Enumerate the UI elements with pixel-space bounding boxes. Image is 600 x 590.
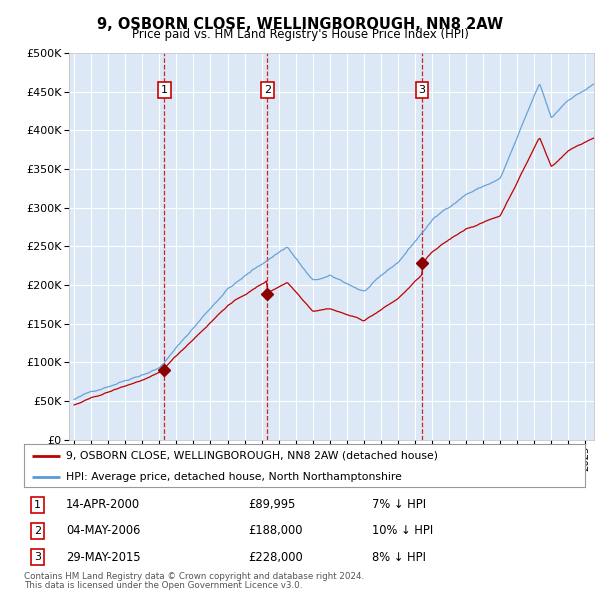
Text: Contains HM Land Registry data © Crown copyright and database right 2024.: Contains HM Land Registry data © Crown c…	[24, 572, 364, 581]
Text: £188,000: £188,000	[248, 524, 303, 537]
Text: 1: 1	[34, 500, 41, 510]
Text: 2: 2	[264, 85, 271, 95]
Text: £89,995: £89,995	[248, 499, 296, 512]
Text: 7% ↓ HPI: 7% ↓ HPI	[372, 499, 426, 512]
Text: 9, OSBORN CLOSE, WELLINGBOROUGH, NN8 2AW (detached house): 9, OSBORN CLOSE, WELLINGBOROUGH, NN8 2AW…	[66, 451, 438, 461]
Text: £228,000: £228,000	[248, 551, 303, 564]
Text: 8% ↓ HPI: 8% ↓ HPI	[372, 551, 426, 564]
Text: 14-APR-2000: 14-APR-2000	[66, 499, 140, 512]
Text: HPI: Average price, detached house, North Northamptonshire: HPI: Average price, detached house, Nort…	[66, 473, 402, 483]
Text: 2: 2	[34, 526, 41, 536]
Text: 9, OSBORN CLOSE, WELLINGBOROUGH, NN8 2AW: 9, OSBORN CLOSE, WELLINGBOROUGH, NN8 2AW	[97, 17, 503, 31]
Text: Price paid vs. HM Land Registry's House Price Index (HPI): Price paid vs. HM Land Registry's House …	[131, 28, 469, 41]
Text: 04-MAY-2006: 04-MAY-2006	[66, 524, 140, 537]
Text: 29-MAY-2015: 29-MAY-2015	[66, 551, 140, 564]
Text: 3: 3	[419, 85, 425, 95]
Text: 3: 3	[34, 552, 41, 562]
Text: 1: 1	[161, 85, 168, 95]
Text: 10% ↓ HPI: 10% ↓ HPI	[372, 524, 433, 537]
Text: This data is licensed under the Open Government Licence v3.0.: This data is licensed under the Open Gov…	[24, 581, 302, 589]
